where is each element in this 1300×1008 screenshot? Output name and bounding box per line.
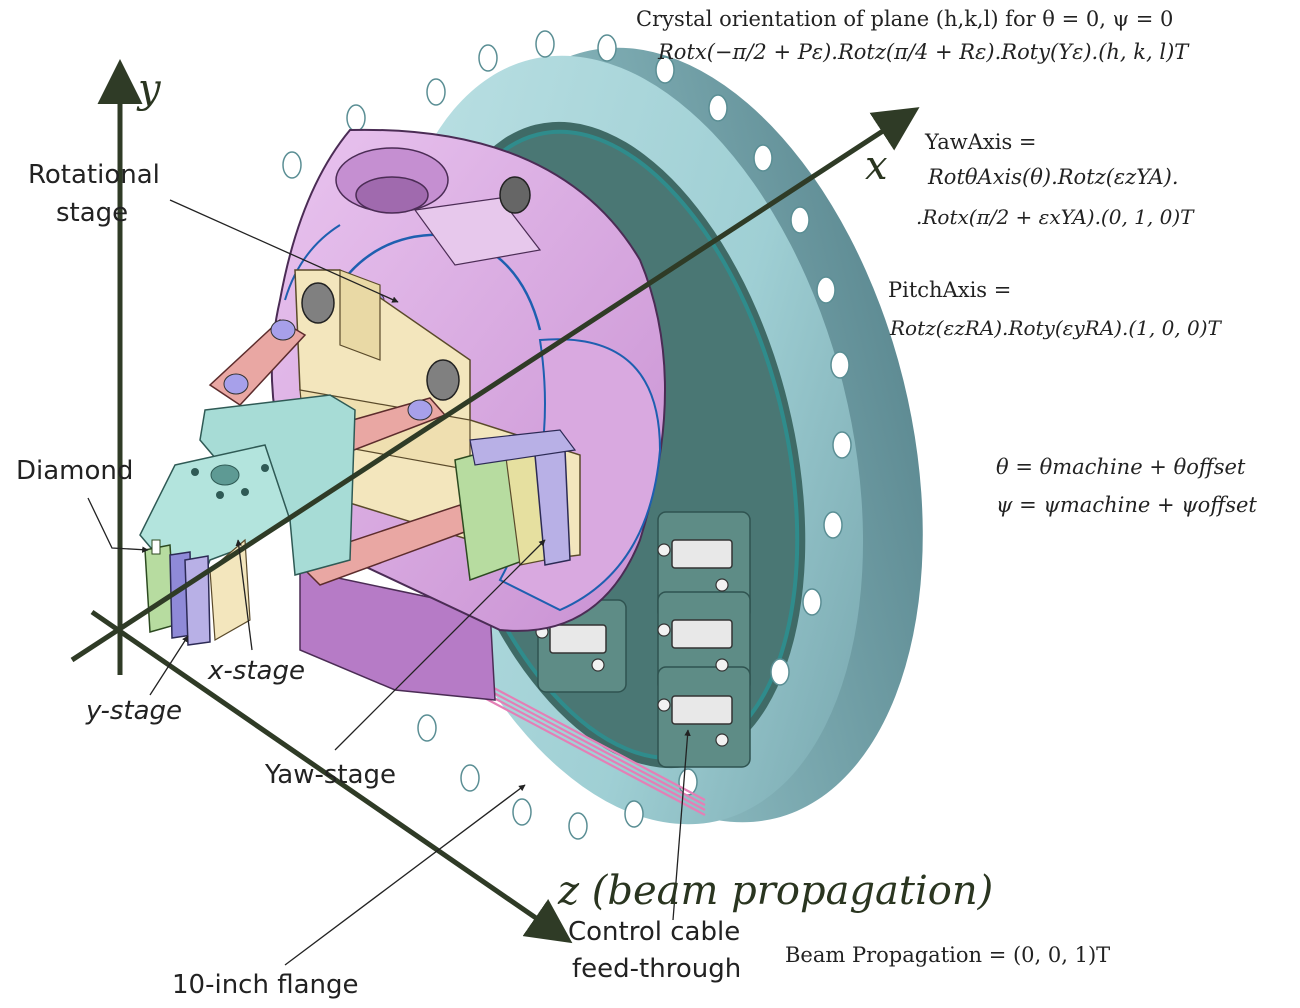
leader-flange xyxy=(284,784,526,966)
leader-x-stage xyxy=(235,539,253,651)
flange-label: 10-inch flange xyxy=(172,970,359,1000)
leader-rotational-stage xyxy=(169,199,399,303)
rotational-stage-label-line2: stage xyxy=(56,198,129,228)
x-axis-label: x xyxy=(865,143,888,189)
rotational-stage-label-line1: Rotational xyxy=(28,160,160,190)
pitch-axis-title: PitchAxis = xyxy=(888,278,1012,302)
z-axis-label: z (beam propagation) xyxy=(558,868,994,914)
theta-definition: θ = θmachine + θoffset xyxy=(996,455,1246,479)
yaw-axis-line1: RotθAxis(θ).Rotz(εzYA). xyxy=(928,165,1179,189)
pitch-axis-line1: Rotz(εzRA).Roty(εyRA).(1, 0, 0)T xyxy=(890,316,1221,340)
connector-plates xyxy=(535,511,751,768)
y-stage-label: y-stage xyxy=(86,696,183,726)
z-axis xyxy=(90,609,573,944)
psi-definition: ψ = ψmachine + ψoffset xyxy=(996,493,1257,517)
yaw-stage-label: Yaw-stage xyxy=(265,760,397,790)
control-cable-label-line2: feed-through xyxy=(572,954,742,984)
leader-y-stage xyxy=(149,635,189,696)
crystal-orientation-title: Crystal orientation of plane (h,k,l) for… xyxy=(636,7,1174,31)
yaw-axis-title: YawAxis = xyxy=(925,130,1037,154)
yaw-axis-line2: .Rotx(π/2 + εxYA).(0, 1, 0)T xyxy=(916,205,1194,229)
leader-control-cable xyxy=(672,729,691,921)
control-cable-label-line1: Control cable xyxy=(568,917,741,947)
leader-yaw-stage xyxy=(334,539,546,751)
y-axis-label: y xyxy=(138,66,161,112)
leader-lines xyxy=(87,199,691,966)
leader-diamond xyxy=(87,497,149,553)
x-axis xyxy=(70,107,920,663)
x-stage-label: x-stage xyxy=(208,656,305,686)
beam-propagation-equation: Beam Propagation = (0, 0, 1)T xyxy=(785,943,1111,967)
coordinate-axes xyxy=(70,59,920,944)
crystal-orientation-formula: Rotx(−π/2 + Pε).Rotz(π/4 + Rε).Roty(Yε).… xyxy=(658,40,1189,64)
diamond-label: Diamond xyxy=(16,456,134,486)
